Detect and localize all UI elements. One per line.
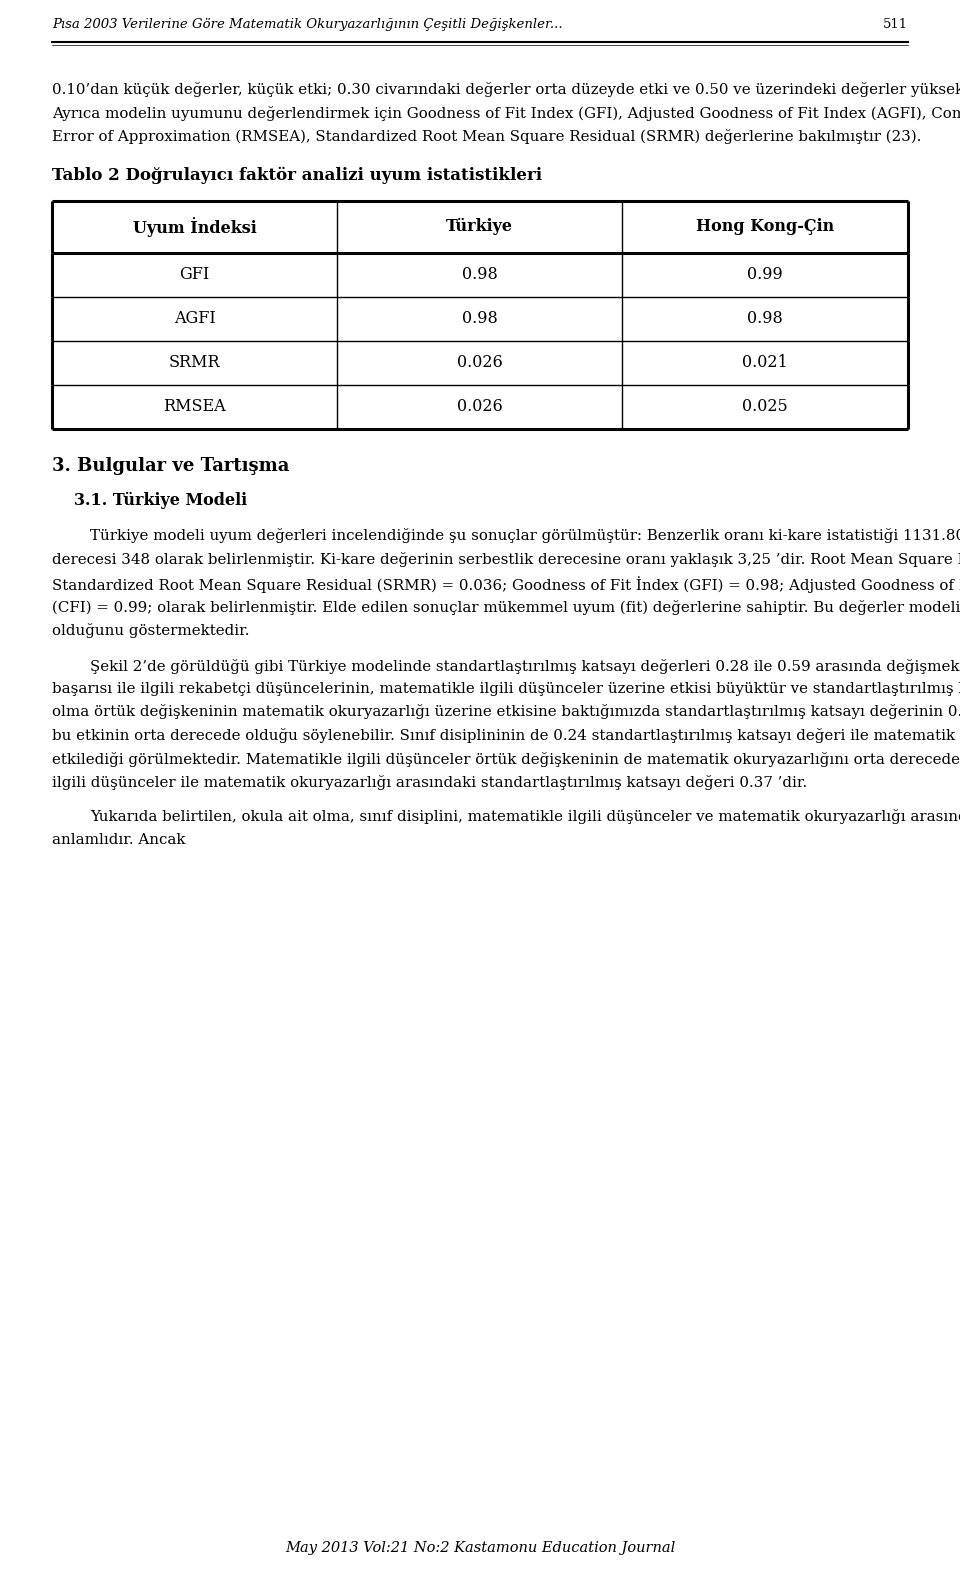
Text: (CFI) = 0.99; olarak belirlenmiştir. Elde edilen sonuçlar mükemmel uyum (fit) de: (CFI) = 0.99; olarak belirlenmiştir. Eld… — [52, 599, 960, 615]
Text: Hong Kong-Çin: Hong Kong-Çin — [696, 218, 834, 235]
Text: 0.10’dan küçük değerler, küçük etki; 0.30 civarındaki değerler orta düzeyde etki: 0.10’dan küçük değerler, küçük etki; 0.3… — [52, 82, 960, 98]
Text: 0.99: 0.99 — [747, 267, 783, 284]
Text: anlamlıdır. Ancak: anlamlıdır. Ancak — [52, 833, 185, 847]
Text: 511: 511 — [883, 17, 908, 32]
Text: 3.1. Türkiye Modeli: 3.1. Türkiye Modeli — [74, 492, 247, 509]
Text: 0.025: 0.025 — [742, 399, 788, 415]
Text: Pısa 2003 Verilerine Göre Matematik Okuryazarlığının Çeşitli Değişkenler...: Pısa 2003 Verilerine Göre Matematik Okur… — [52, 17, 563, 32]
Text: 0.026: 0.026 — [457, 399, 502, 415]
Text: derecesi 348 olarak belirlenmiştir. Ki-kare değerinin serbestlik derecesine oran: derecesi 348 olarak belirlenmiştir. Ki-k… — [52, 552, 960, 568]
Text: GFI: GFI — [180, 267, 209, 284]
Text: 0.026: 0.026 — [457, 355, 502, 371]
Text: 0.98: 0.98 — [747, 311, 783, 328]
Text: AGFI: AGFI — [174, 311, 215, 328]
Text: başarısı ile ilgili rekabetçi düşüncelerinin, matematikle ilgili düşünceler üzer: başarısı ile ilgili rekabetçi düşünceler… — [52, 681, 960, 695]
Text: 0.98: 0.98 — [462, 311, 497, 328]
Text: Türkiye modeli uyum değerleri incelendiğinde şu sonuçlar görülmüştür: Benzerlik : Türkiye modeli uyum değerleri incelendiğ… — [90, 528, 960, 544]
Text: Ayrıca modelin uyumunu değerlendirmek için Goodness of Fit Index (GFI), Adjusted: Ayrıca modelin uyumunu değerlendirmek iç… — [52, 106, 960, 121]
Text: May 2013 Vol:21 No:2 Kastamonu Education Journal: May 2013 Vol:21 No:2 Kastamonu Education… — [285, 1541, 675, 1555]
Text: SRMR: SRMR — [169, 355, 221, 371]
Text: 0.98: 0.98 — [462, 267, 497, 284]
Text: Şekil 2’de görüldüğü gibi Türkiye modelinde standartlaştırılmış katsayı değerler: Şekil 2’de görüldüğü gibi Türkiye modeli… — [90, 658, 960, 673]
Text: ilgili düşünceler ile matematik okuryazarlığı arasındaki standartlaştırılmış kat: ilgili düşünceler ile matematik okuryaza… — [52, 776, 807, 790]
Text: olma örtük değişkeninin matematik okuryazarlığı üzerine etkisine baktığımızda st: olma örtük değişkeninin matematik okurya… — [52, 705, 960, 719]
Text: Tablo 2 Doğrulayıcı faktör analizi uyum istatistikleri: Tablo 2 Doğrulayıcı faktör analizi uyum … — [52, 167, 542, 185]
Text: Error of Approximation (RMSEA), Standardized Root Mean Square Residual (SRMR) de: Error of Approximation (RMSEA), Standard… — [52, 129, 922, 145]
Text: Yukarıda belirtilen, okula ait olma, sınıf disiplini, matematikle ilgili düşünce: Yukarıda belirtilen, okula ait olma, sın… — [90, 809, 960, 825]
Text: 0.021: 0.021 — [742, 355, 788, 371]
Text: etkilediği görülmektedir. Matematikle ilgili düşünceler örtük değişkeninin de ma: etkilediği görülmektedir. Matematikle il… — [52, 752, 960, 766]
Text: Türkiye: Türkiye — [446, 218, 513, 235]
Text: bu etkinin orta derecede olduğu söylenebilir. Sınıf disiplininin de 0.24 standar: bu etkinin orta derecede olduğu söyleneb… — [52, 729, 960, 743]
Text: RMSEA: RMSEA — [163, 399, 226, 415]
Text: 3. Bulgular ve Tartışma: 3. Bulgular ve Tartışma — [52, 457, 289, 475]
Text: Uyum İndeksi: Uyum İndeksi — [132, 216, 256, 237]
Text: olduğunu göstermektedir.: olduğunu göstermektedir. — [52, 623, 250, 639]
Text: Standardized Root Mean Square Residual (SRMR) = 0.036; Goodness of Fit İndex (GF: Standardized Root Mean Square Residual (… — [52, 576, 960, 593]
